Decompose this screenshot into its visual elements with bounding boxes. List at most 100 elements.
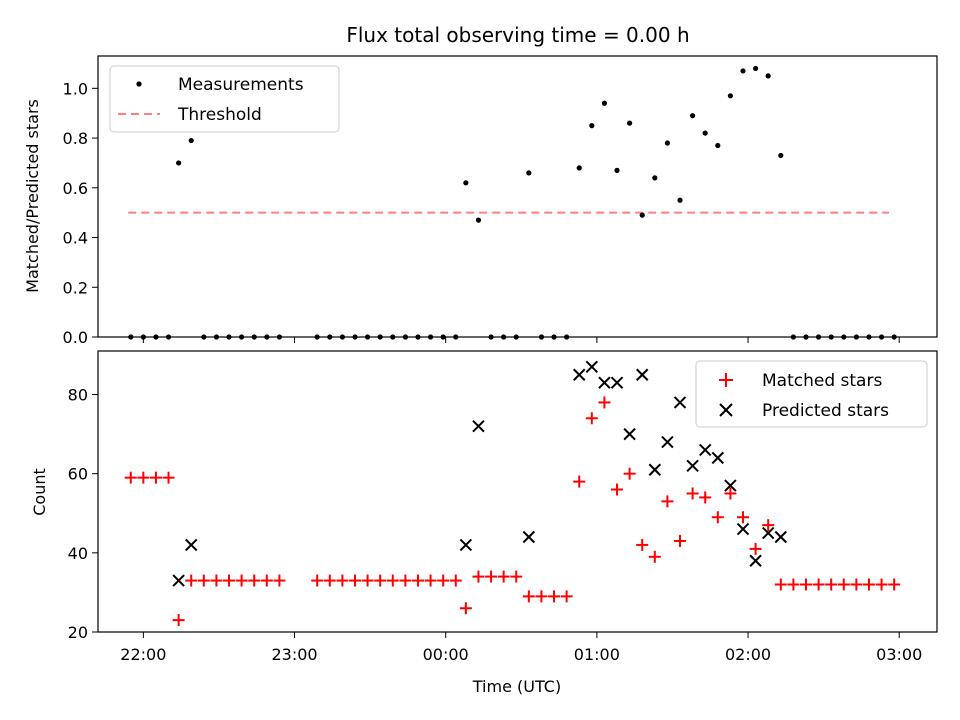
count-y-axis-title: Count [30, 468, 49, 516]
predicted-star-point [711, 451, 725, 465]
matched-star-point [711, 511, 724, 524]
matched-star-point [149, 471, 162, 484]
matched-star-point [585, 412, 598, 425]
ratio-x-ticks [142, 337, 900, 343]
matched-star-point [336, 574, 349, 587]
matched-star-point [411, 574, 424, 587]
ratio-y-tick-label: 1.0 [63, 79, 88, 98]
matched-star-point [172, 614, 185, 627]
ratio-y-axis-title: Matched/Predicted stars [23, 99, 42, 293]
matched-star-point [137, 471, 150, 484]
matched-star-point [399, 574, 412, 587]
legend-matched-label: Matched stars [762, 371, 882, 391]
ratio-y-tick-label: 0.8 [63, 129, 88, 148]
x-tick-label: 01:00 [574, 645, 620, 664]
matched-star-point [686, 487, 699, 500]
matched-star-point [235, 574, 248, 587]
matched-star-point [560, 590, 573, 603]
predicted-star-point [749, 554, 762, 567]
predicted-star-point [610, 376, 624, 389]
predicted-star-point [472, 419, 485, 433]
matched-star-point [248, 574, 261, 587]
matched-star-point [374, 574, 387, 587]
measurement-point [690, 113, 696, 119]
matched-star-point [837, 578, 850, 591]
matched-star-point [573, 475, 586, 488]
measurement-point [627, 120, 633, 126]
matched-star-point [311, 574, 324, 587]
measurement-point [614, 167, 620, 173]
matched-star-point [736, 511, 749, 524]
predicted-star-point [522, 530, 536, 544]
x-tick-label: 00:00 [423, 645, 469, 664]
matched-star-point [762, 519, 775, 532]
measurement-point [589, 123, 595, 129]
matched-star-point [787, 578, 800, 591]
measurement-point [778, 152, 784, 159]
matched-star-point [674, 534, 687, 547]
legend-predicted-marker [719, 403, 733, 417]
matched-star-point [361, 574, 374, 587]
x-axis-title: Time (UTC) [472, 677, 561, 696]
matched-star-point [185, 574, 198, 587]
count-y-tick-label: 80 [68, 386, 88, 405]
measurement-point [702, 130, 708, 136]
count-y-tick-label: 40 [68, 544, 88, 563]
matched-star-point [825, 578, 838, 591]
matched-star-point [598, 396, 611, 409]
matched-star-point [888, 578, 901, 591]
matched-star-point [273, 574, 286, 587]
measurement-point [601, 100, 608, 106]
matched-star-point [162, 471, 175, 484]
measurement-point [188, 137, 194, 144]
predicted-star-point [673, 396, 687, 409]
matched-star-point [862, 578, 875, 591]
count-y-tick-label: 60 [68, 465, 88, 484]
matched-star-point [850, 578, 863, 591]
x-tick-label: 23:00 [271, 645, 317, 664]
measurement-point [740, 68, 746, 74]
measurement-point [664, 140, 671, 146]
ratio-plot-frame [97, 55, 938, 338]
matched-star-point [548, 590, 561, 603]
predicted-star-point [774, 530, 787, 544]
ratio-panel: 0.0 0.2 0.4 0.6 0.8 1.0 Matched/Predicted sta… [23, 55, 938, 347]
measurement-point [463, 180, 469, 186]
matched-star-point [449, 574, 462, 587]
matched-star-point [424, 574, 437, 587]
predicted-star-point [623, 427, 636, 441]
legend-matched-marker [719, 373, 733, 387]
legend-measurements-marker [136, 81, 142, 87]
matched-star-point [611, 483, 624, 496]
predicted-star-point [648, 463, 662, 476]
matched-star-point [749, 542, 762, 555]
matched-star-point [323, 574, 336, 587]
matched-star-point [223, 574, 236, 587]
measurement-point [765, 73, 771, 79]
matched-star-point [799, 578, 812, 591]
predicted-star-point [573, 368, 586, 381]
matched-star-point [623, 467, 636, 480]
count-y-tick-label: 20 [68, 623, 88, 642]
predicted-star-point [172, 574, 185, 587]
measurement-point [576, 165, 582, 171]
x-tick-label: 03:00 [876, 645, 922, 664]
matched-star-point [124, 471, 137, 484]
measurement-point [526, 170, 532, 176]
ratio-y-tick-label: 0.6 [63, 179, 88, 198]
matched-star-point [724, 487, 737, 500]
count-legend-box [695, 360, 928, 428]
ratio-legend-box [109, 65, 340, 133]
x-tick-label: 02:00 [725, 645, 771, 664]
predicted-star-point [661, 435, 674, 449]
predicted-star-point [598, 376, 611, 389]
x-tick-label: 22:00 [120, 645, 166, 664]
measurement-point [639, 212, 645, 218]
matched-star-point [197, 574, 210, 587]
matched-star-point [648, 550, 661, 563]
predicted-star-point [686, 459, 699, 472]
predicted-star-point [698, 443, 712, 457]
matched-star-point [875, 578, 888, 591]
matched-star-point [510, 570, 523, 583]
